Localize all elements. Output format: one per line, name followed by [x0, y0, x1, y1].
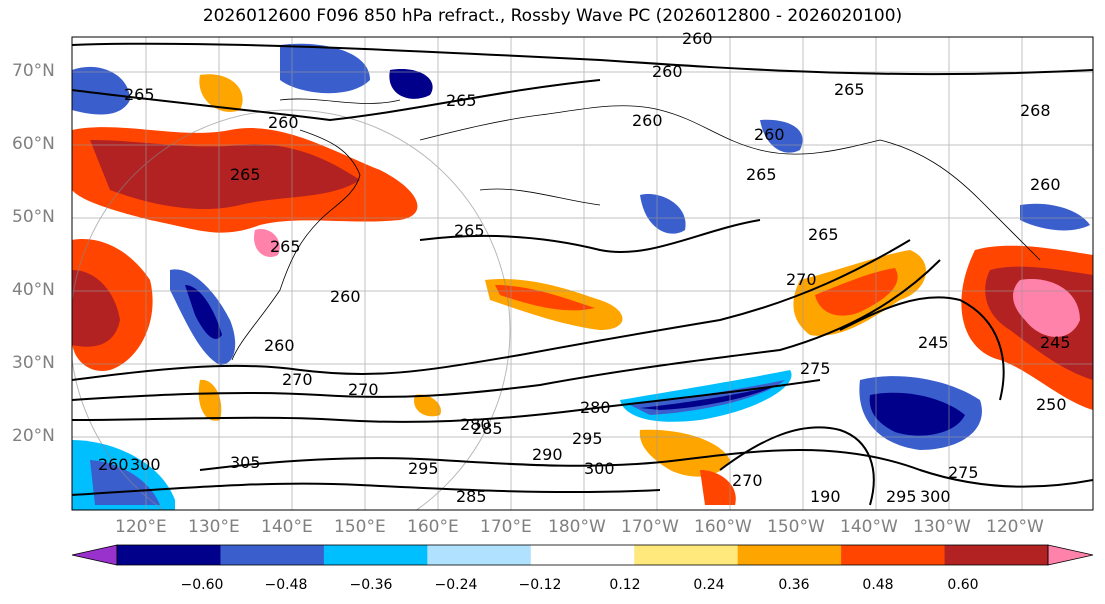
contour-label: 265	[446, 91, 477, 110]
contour-label: 260	[652, 62, 683, 81]
contour-label: 280	[580, 398, 611, 417]
colorbar-extend-high	[1047, 544, 1094, 566]
contour-label: 280	[460, 415, 491, 434]
lon-label: 160°W	[694, 517, 752, 537]
contour-label: 265	[746, 165, 777, 184]
lon-label: 130°W	[913, 517, 971, 537]
contour-label: 270	[282, 370, 313, 389]
contour-label: 268	[1020, 101, 1051, 120]
contour-label: 260	[754, 125, 785, 144]
colorbar-swatch	[117, 545, 221, 565]
colorbar-swatch	[220, 545, 325, 565]
colorbar-tick: −0.12	[518, 577, 562, 593]
contour-label: 265	[230, 165, 261, 184]
colorbar-frame	[116, 544, 1049, 566]
contour-label: 270	[348, 380, 379, 399]
contour-label: 270	[732, 471, 763, 490]
colorbar-swatch	[944, 545, 1049, 565]
lat-label: 40°N	[12, 280, 55, 300]
lon-label: 180°W	[548, 517, 606, 537]
colorbar-swatch	[323, 545, 428, 565]
lon-label: 150°W	[767, 517, 825, 537]
colorbar-tick: −0.36	[349, 577, 393, 593]
contour-label: 275	[800, 359, 831, 378]
colorbar-tick: 0.48	[862, 577, 894, 593]
contour-label: 260	[682, 29, 713, 48]
contour-label: 245	[918, 333, 949, 352]
map-frame	[71, 36, 1094, 511]
contour-label: 260	[98, 455, 129, 474]
lon-label: 170°W	[621, 517, 679, 537]
lat-label: 50°N	[12, 207, 55, 227]
lon-label: 170°E	[480, 517, 532, 537]
map-title: 2026012600 F096 850 hPa refract., Rossby…	[202, 6, 903, 26]
contour-label: 295	[408, 459, 439, 478]
contour-label: 300	[584, 459, 615, 478]
colorbar-tick: −0.24	[434, 577, 478, 593]
colorbar-swatch	[841, 545, 946, 565]
contour-label: 190	[810, 487, 841, 506]
gridlines	[72, 37, 1093, 510]
contour-label: 260	[1030, 175, 1061, 194]
colorbar-swatch	[634, 545, 739, 565]
coastlines	[231, 98, 1041, 361]
lon-label: 160°E	[407, 517, 459, 537]
contour-label: 245	[1040, 333, 1071, 352]
contour-labels: 260 260 265 265 265 260 260 265 265 265 …	[98, 29, 1071, 506]
contour-label: 295	[572, 429, 603, 448]
contour-label: 295	[886, 487, 917, 506]
contour-label: 300	[920, 487, 951, 506]
lon-label: 150°E	[334, 517, 386, 537]
contour-label: 270	[786, 270, 817, 289]
contour-label: 265	[124, 85, 155, 104]
colorbar-tick: −0.60	[180, 577, 224, 593]
contour-label: 285	[456, 487, 487, 506]
colorbar-tick: 0.36	[778, 577, 810, 593]
colorbar-swatch	[427, 545, 532, 565]
colorbar-extend-low	[71, 544, 118, 566]
contour-label: 285	[472, 419, 503, 438]
colorbar-tick: 0.60	[947, 577, 979, 593]
contour-label: 265	[454, 221, 485, 240]
contour-label: 260	[330, 287, 361, 306]
lon-label: 130°E	[188, 517, 240, 537]
contour-label: 265	[834, 80, 865, 99]
lat-label: 20°N	[12, 426, 55, 446]
contour-label: 275	[948, 463, 979, 482]
colorbar-swatch	[530, 545, 635, 565]
lon-label: 120°W	[986, 517, 1044, 537]
colorbar-swatch	[737, 545, 842, 565]
contour-label: 290	[532, 445, 563, 464]
contour-label: 300	[130, 455, 161, 474]
lat-label: 30°N	[12, 353, 55, 373]
lat-label: 60°N	[12, 134, 55, 154]
contour-label: 260	[268, 113, 299, 132]
height-contours	[72, 42, 1093, 506]
colorbar-tick: 0.12	[609, 577, 641, 593]
contour-label: 265	[270, 237, 301, 256]
lon-label: 120°E	[115, 517, 167, 537]
lon-label: 140°W	[840, 517, 898, 537]
lat-label: 70°N	[12, 61, 55, 81]
contour-label: 250	[1036, 395, 1067, 414]
colorbar	[71, 544, 1094, 566]
colorbar-tick: −0.48	[264, 577, 308, 593]
lon-label: 140°E	[261, 517, 313, 537]
contour-label: 305	[230, 453, 261, 472]
colorbar-tick: 0.24	[693, 577, 725, 593]
contour-label: 260	[264, 336, 295, 355]
contour-label: 260	[632, 111, 663, 130]
contour-label: 265	[808, 225, 839, 244]
